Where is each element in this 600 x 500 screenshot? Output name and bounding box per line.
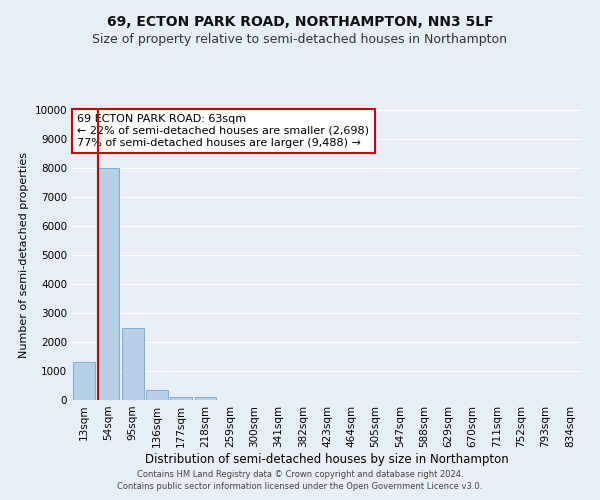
- Text: Contains HM Land Registry data © Crown copyright and database right 2024.: Contains HM Land Registry data © Crown c…: [137, 470, 463, 479]
- Y-axis label: Number of semi-detached properties: Number of semi-detached properties: [19, 152, 29, 358]
- Bar: [73, 362, 95, 400]
- Text: 69 ECTON PARK ROAD: 63sqm
← 22% of semi-detached houses are smaller (2,698)
77% : 69 ECTON PARK ROAD: 63sqm ← 22% of semi-…: [77, 114, 369, 148]
- Bar: [170, 396, 192, 400]
- Text: Size of property relative to semi-detached houses in Northampton: Size of property relative to semi-detach…: [92, 32, 508, 46]
- Bar: [97, 168, 119, 400]
- X-axis label: Distribution of semi-detached houses by size in Northampton: Distribution of semi-detached houses by …: [145, 452, 509, 466]
- Text: 69, ECTON PARK ROAD, NORTHAMPTON, NN3 5LF: 69, ECTON PARK ROAD, NORTHAMPTON, NN3 5L…: [107, 15, 493, 29]
- Bar: [146, 390, 168, 400]
- Bar: [194, 396, 217, 400]
- Text: Contains public sector information licensed under the Open Government Licence v3: Contains public sector information licen…: [118, 482, 482, 491]
- Bar: [122, 328, 143, 400]
